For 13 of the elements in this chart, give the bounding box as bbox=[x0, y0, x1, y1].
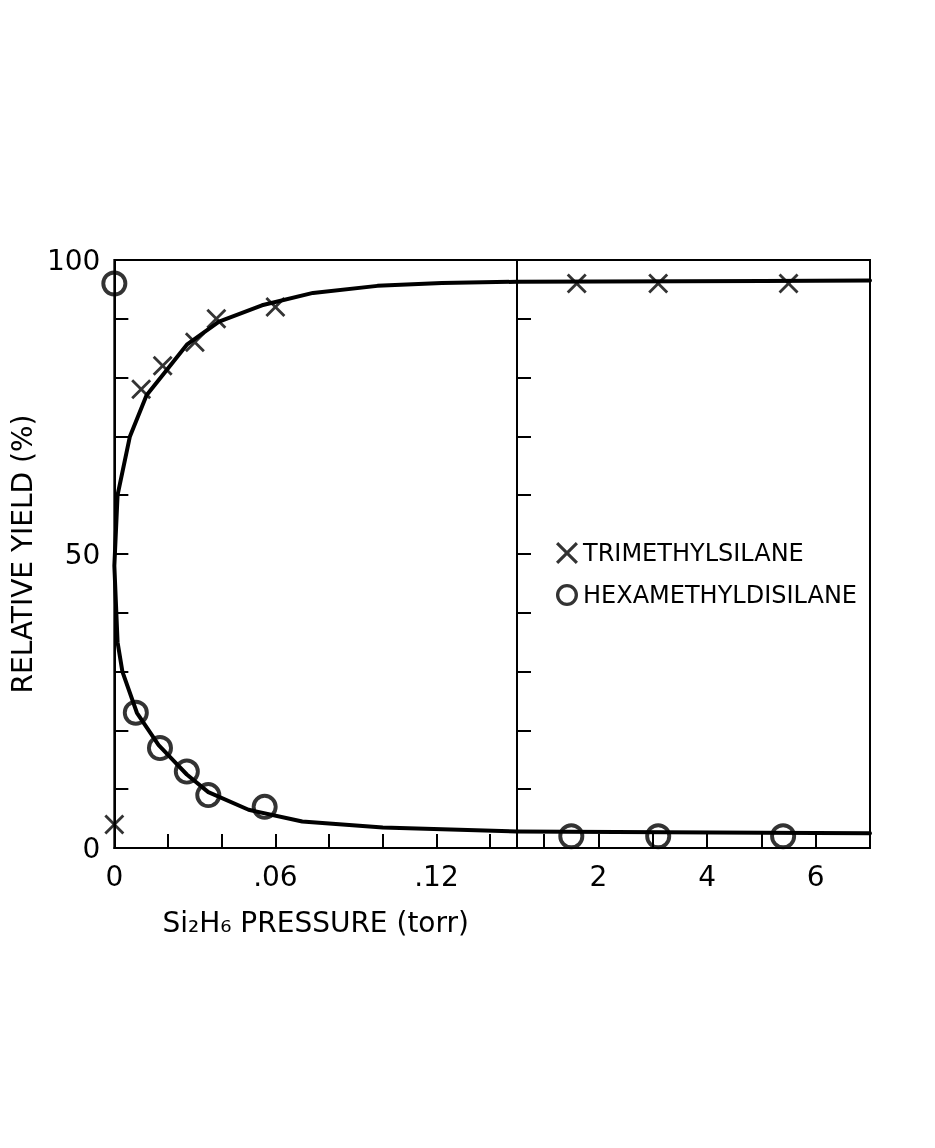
x-tick-label: 4 bbox=[698, 859, 716, 893]
x-tick-label: .12 bbox=[414, 859, 459, 893]
y-axis-title: RELATIVE YIELD (%) bbox=[5, 414, 39, 694]
legend-label: HEXAMETHYLDISILANE bbox=[582, 581, 858, 609]
x-tick-label: .06 bbox=[253, 859, 298, 893]
y-tick-label: 50 bbox=[64, 537, 101, 571]
x-tick-label: 6 bbox=[806, 859, 825, 893]
x-tick-label: 2 bbox=[589, 859, 608, 893]
y-tick-label: 0 bbox=[82, 831, 101, 865]
x-axis-title: Si₂H₆ PRESSURE (torr) bbox=[162, 905, 469, 939]
x-tick-label: 0 bbox=[105, 859, 124, 893]
y-tick-label: 100 bbox=[46, 243, 101, 277]
legend-label: TRIMETHYLSILANE bbox=[581, 539, 804, 567]
